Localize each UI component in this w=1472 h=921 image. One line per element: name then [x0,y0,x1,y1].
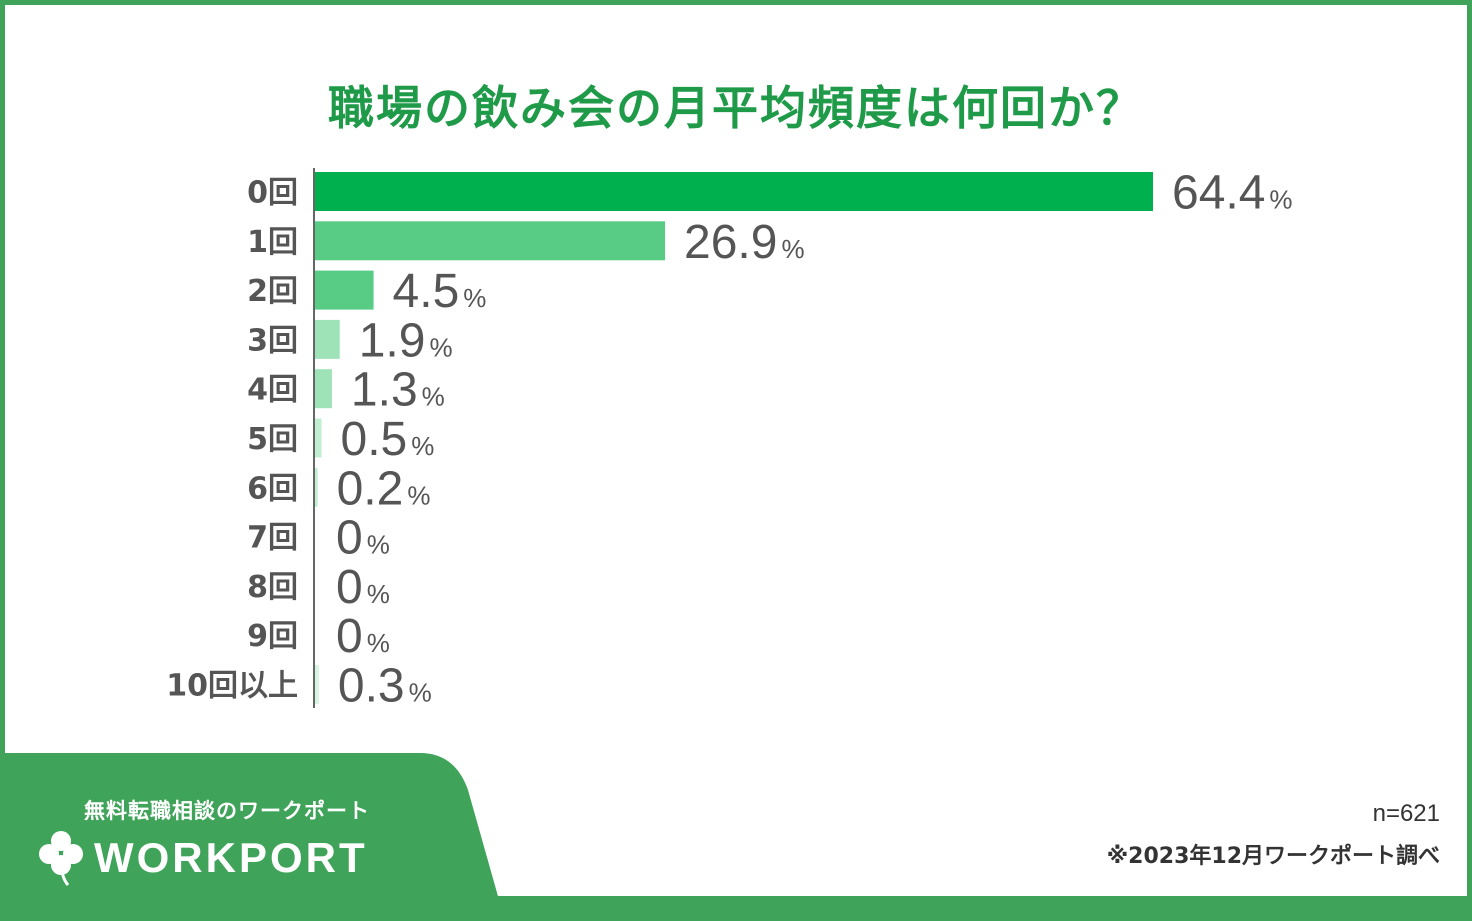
bar [315,665,319,704]
category-label: 3回 [247,323,298,358]
bar [315,418,322,458]
brand-tagline: 無料転職相談のワークポート [84,799,370,823]
value-label: 26.9% [684,216,805,269]
value-label: 0.3% [338,660,432,713]
category-label: 7回 [247,521,298,556]
category-label: 2回 [247,274,298,309]
value-label: 0.5% [341,413,435,466]
logo-wordmark: WORKPORT [94,834,368,881]
category-label: 5回 [247,422,298,457]
value-label: 0.2% [337,462,431,515]
category-label: 10回以上 [166,669,298,704]
bar [315,369,332,409]
bar [315,172,1153,211]
value-label: 0% [336,561,390,614]
bar [315,270,374,310]
value-label: 4.5% [393,265,487,318]
chart-title: 職場の飲み会の月平均頻度は何回か？ [328,81,1144,135]
category-label: 9回 [247,619,298,654]
category-label: 0回 [247,176,298,211]
workport-logo: WORKPORT [38,830,368,886]
value-label: 64.4% [1172,167,1293,220]
sample-size: n=621 [1372,800,1440,827]
category-label: 8回 [247,570,298,605]
category-label: 1回 [247,225,298,260]
value-label: 1.9% [359,314,453,367]
bar [315,319,340,359]
value-label: 0% [336,610,390,663]
bar [315,221,666,261]
bar [315,467,318,507]
category-label: 4回 [247,373,298,408]
source-note: ※2023年12月ワークポート調べ [1106,844,1440,869]
value-label: 1.3% [351,364,445,417]
clover-icon [39,831,83,886]
category-label: 6回 [247,471,298,506]
value-label: 0% [336,512,390,565]
